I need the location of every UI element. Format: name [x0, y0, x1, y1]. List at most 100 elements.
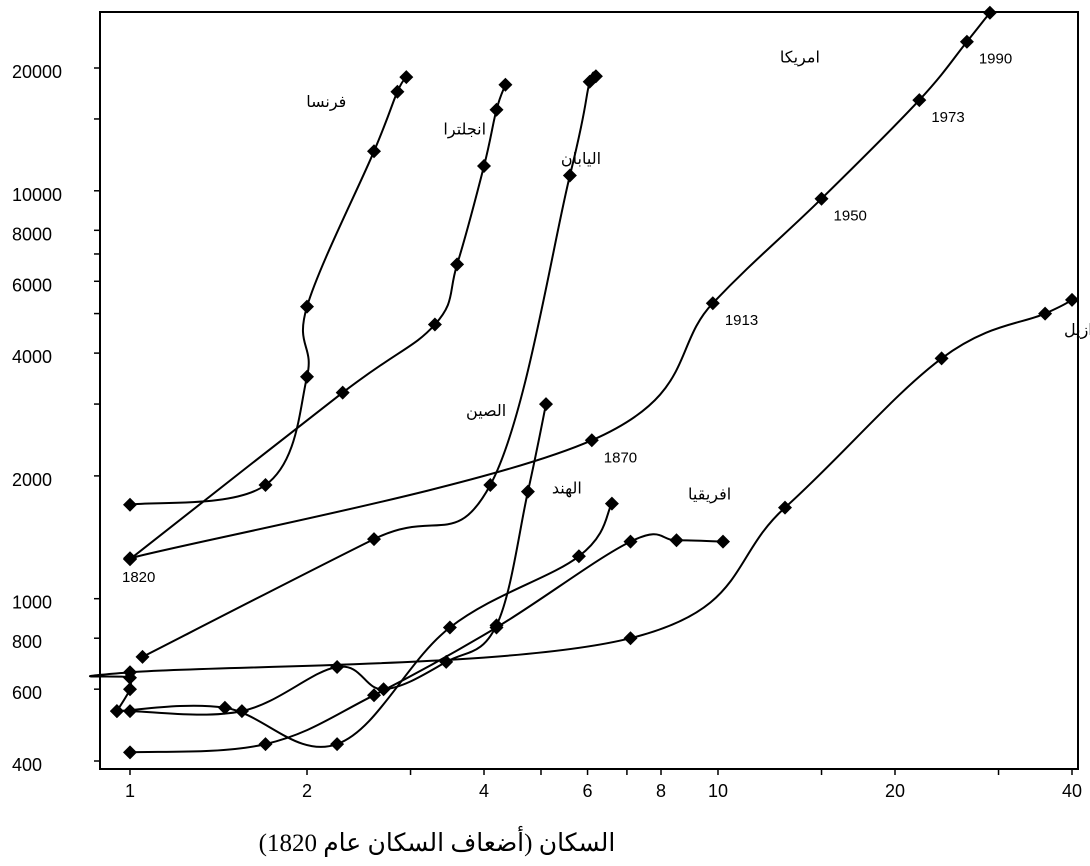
data-point	[982, 5, 997, 20]
data-point	[367, 532, 381, 547]
x-tick-label: 40	[1062, 781, 1082, 801]
data-point	[483, 478, 498, 492]
point-year-label: 1870	[604, 449, 637, 466]
data-point	[477, 159, 491, 173]
series-name-label: فرنسا	[306, 92, 346, 112]
y-tick-label: 6000	[12, 275, 52, 295]
y-tick-label: 4000	[12, 347, 52, 367]
series-3	[123, 77, 513, 567]
x-tick-label: 2	[302, 781, 312, 801]
series-line	[129, 76, 408, 506]
x-tick-label: 6	[583, 781, 593, 801]
label-layer: 1820 1870 1913 1950 1973 1990 1998 امريكا البراز…	[122, 0, 1090, 586]
y-tick-label: 400	[12, 755, 42, 775]
data-point	[123, 745, 137, 760]
y-tick-label: 8000	[12, 224, 52, 244]
point-year-label: 1950	[834, 208, 867, 225]
data-point	[258, 478, 273, 492]
data-point	[669, 533, 684, 548]
series-name-label: الصين	[466, 401, 506, 421]
data-point	[498, 77, 513, 92]
x-tick-label: 1	[125, 781, 135, 801]
data-point	[584, 433, 599, 448]
series-line	[129, 12, 991, 560]
data-point	[571, 549, 586, 564]
data-point	[705, 296, 720, 311]
data-point	[442, 620, 457, 635]
y-tick-label: 1000	[12, 593, 52, 613]
data-point	[123, 665, 137, 680]
data-point	[300, 299, 314, 314]
x-tick-label: 10	[708, 781, 728, 801]
data-point	[123, 552, 137, 567]
series-6	[109, 496, 619, 752]
data-point	[489, 620, 504, 635]
data-point	[489, 102, 504, 117]
data-point	[135, 649, 150, 664]
data-point	[109, 704, 124, 719]
point-year-label: 1973	[931, 109, 964, 126]
series-name-label: الهند	[552, 479, 582, 499]
data-point	[330, 737, 345, 752]
data-point	[390, 84, 405, 99]
y-axis-ticks: 400 600 800 1000 2000 4000 6000 8000 10000 20000	[12, 62, 100, 775]
data-point	[300, 369, 314, 384]
data-point	[623, 631, 638, 646]
data-point	[123, 497, 137, 512]
data-point	[123, 682, 137, 697]
x-axis-label: السكان (أضعاف السكان عام 1820)	[259, 825, 616, 857]
data-point	[588, 69, 603, 84]
data-point	[912, 93, 927, 108]
data-point	[258, 737, 273, 752]
x-tick-label: 4	[479, 781, 489, 801]
y-tick-label: 2000	[12, 470, 52, 490]
data-point	[399, 70, 414, 85]
plot-frame	[99, 11, 1079, 770]
y-tick-label: 20000	[12, 62, 62, 82]
series-name-label: امريكا	[780, 48, 820, 68]
data-point	[1038, 306, 1053, 321]
data-point	[217, 700, 232, 715]
y-tick-label: 10000	[12, 185, 62, 205]
series-line	[142, 71, 597, 658]
series-2	[123, 70, 414, 512]
data-point	[562, 168, 577, 183]
y-tick-label: 800	[12, 632, 42, 652]
data-point	[716, 534, 730, 549]
x-axis-ticks: 1 2 4 6 8 10 20 40	[125, 769, 1082, 801]
series-1	[89, 292, 1079, 719]
point-year-label: 1820	[122, 569, 155, 586]
data-point	[814, 191, 829, 206]
point-year-label: 1913	[725, 312, 758, 329]
series-line	[89, 299, 1073, 712]
point-year-label: 1998	[986, 0, 1019, 2]
data-point	[539, 397, 553, 412]
data-point	[1065, 292, 1079, 307]
data-point	[778, 500, 792, 515]
series-name-label: افريقيا	[688, 485, 731, 505]
data-point	[330, 660, 345, 674]
series-name-label: اليابان	[561, 149, 601, 168]
data-point	[934, 351, 949, 366]
data-point	[959, 34, 974, 49]
series-line	[116, 503, 613, 748]
series-name-label: البرازيل	[1064, 320, 1090, 340]
y-tick-label: 600	[12, 683, 42, 703]
data-point	[604, 496, 619, 511]
data-point	[427, 317, 442, 332]
x-tick-label: 20	[885, 781, 905, 801]
series-7	[123, 533, 730, 760]
series-name-label: انجلترا	[443, 120, 486, 140]
data-point	[367, 688, 381, 703]
series-layer	[89, 5, 1079, 760]
data-point	[335, 385, 350, 400]
data-point	[520, 484, 535, 499]
x-tick-label: 8	[656, 781, 666, 801]
data-point	[450, 257, 465, 272]
series-4	[135, 69, 603, 664]
point-year-label: 1990	[979, 51, 1012, 68]
data-point	[623, 534, 638, 549]
series-line	[129, 84, 507, 560]
